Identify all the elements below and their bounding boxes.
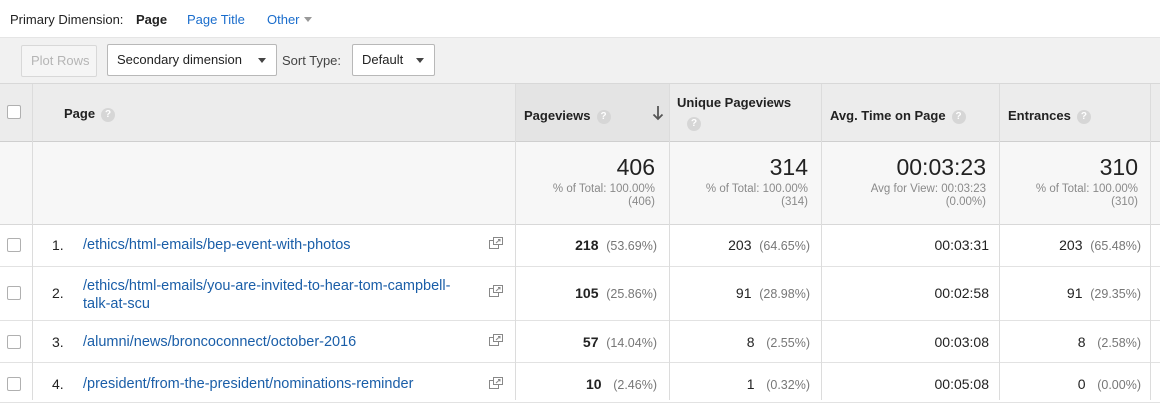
- chevron-down-icon: [258, 58, 266, 63]
- column-header-pageviews[interactable]: Pageviews?: [515, 84, 669, 141]
- column-divider: [669, 84, 670, 400]
- row-checkbox[interactable]: [7, 377, 21, 391]
- row-number: 1.: [52, 237, 64, 253]
- row-avg-time-on-page: 00:03:08: [934, 334, 990, 350]
- total-avg-time-percent: (0.00%): [945, 196, 986, 208]
- total-unique-pageviews-percent: % of Total: 100.00%: [705, 183, 808, 195]
- column-divider: [32, 84, 33, 400]
- chevron-down-icon: [416, 58, 424, 63]
- help-icon[interactable]: ?: [1076, 110, 1091, 124]
- open-external-link-icon[interactable]: [489, 237, 503, 249]
- column-pageviews-label: Pageviews: [524, 108, 591, 123]
- row-entrances: 8 (2.58%): [1077, 334, 1141, 350]
- column-header-entrances[interactable]: Entrances?: [999, 84, 1150, 141]
- row-page-line1: /alumni/news/broncoconnect/october-2016: [83, 334, 357, 350]
- row-unique-pageviews: 203 (64.65%): [728, 237, 810, 253]
- column-header-unique-pageviews[interactable]: Unique Pageviews ?: [669, 84, 821, 141]
- column-divider: [999, 84, 1000, 400]
- table-row: 4. /president/from-the-president/nominat…: [0, 363, 1160, 403]
- row-number: 4.: [52, 376, 64, 392]
- primary-dimension-label: Primary Dimension:: [10, 12, 124, 27]
- total-pageviews: 406: [616, 154, 655, 180]
- row-page-line1: /ethics/html-emails/you-are-invited-to-h…: [83, 278, 451, 294]
- row-checkbox[interactable]: [7, 286, 21, 300]
- row-page-line2: talk-at-scu: [83, 296, 150, 312]
- secondary-dimension-dropdown[interactable]: Secondary dimension: [107, 44, 277, 76]
- row-avg-time-on-page: 00:02:58: [934, 285, 990, 301]
- row-number: 2.: [52, 285, 64, 301]
- row-pageviews: 10 (2.46%): [585, 376, 657, 392]
- table-row: 3. /alumni/news/broncoconnect/october-20…: [0, 321, 1160, 363]
- help-icon[interactable]: ?: [951, 110, 966, 124]
- help-icon[interactable]: ?: [596, 110, 611, 124]
- table-row: 2. /ethics/html-emails/you-are-invited-t…: [0, 267, 1160, 321]
- open-external-link-icon[interactable]: [489, 334, 503, 346]
- row-checkbox[interactable]: [7, 335, 21, 349]
- column-header-overflow: [1150, 84, 1160, 141]
- column-header-page[interactable]: Page?: [32, 84, 515, 141]
- select-all-checkbox[interactable]: [7, 105, 21, 119]
- table-row: 1. /ethics/html-emails/bep-event-with-ph…: [0, 225, 1160, 267]
- row-avg-time-on-page: 00:03:31: [934, 237, 990, 253]
- help-icon[interactable]: ?: [101, 108, 116, 122]
- row-page-line1: /ethics/html-emails/bep-event-with-photo…: [83, 237, 351, 253]
- primary-dimension-page-title[interactable]: Page Title: [187, 12, 245, 27]
- row-entrances: 91 (29.35%): [1066, 285, 1141, 301]
- sort-type-dropdown[interactable]: Default: [352, 44, 435, 76]
- open-external-link-icon[interactable]: [489, 285, 503, 297]
- plot-rows-button[interactable]: Plot Rows: [21, 45, 97, 77]
- row-unique-pageviews: 1 (0.32%): [746, 376, 810, 392]
- row-page-link[interactable]: /president/from-the-president/nomination…: [83, 375, 413, 393]
- primary-dimension-bar: Primary Dimension: Page Page Title Other: [0, 0, 1160, 38]
- column-avg-time-label: Avg. Time on Page: [830, 108, 946, 123]
- primary-dimension-other-dropdown[interactable]: Other: [267, 12, 312, 27]
- row-unique-pageviews: 91 (28.98%): [735, 285, 810, 301]
- row-pageviews: 105 (25.86%): [575, 285, 657, 301]
- column-divider: [515, 84, 516, 400]
- totals-row: 406 % of Total: 100.00% (406) 314 % of T…: [0, 142, 1160, 225]
- row-avg-time-on-page: 00:05:08: [934, 376, 990, 392]
- total-pageviews-percent: % of Total: 100.00%: [552, 183, 655, 195]
- sort-type-value: Default: [362, 52, 404, 67]
- column-divider: [1150, 84, 1151, 400]
- help-icon[interactable]: ?: [687, 117, 701, 131]
- table-header: Page? Pageviews? Unique Pageviews ? Avg.…: [0, 84, 1160, 142]
- row-page-line1: /president/from-the-president/nomination…: [83, 376, 414, 392]
- column-unique-pageviews-label: Unique Pageviews: [677, 95, 792, 110]
- table-toolbar: Plot Rows Secondary dimension Sort Type:…: [0, 38, 1160, 84]
- total-entrances-percent: % of Total: 100.00%: [1035, 183, 1138, 195]
- row-checkbox[interactable]: [7, 238, 21, 252]
- row-page-link[interactable]: /ethics/html-emails/bep-event-with-photo…: [83, 236, 351, 254]
- sort-type-label: Sort Type:: [282, 53, 342, 68]
- sort-descending-arrow-icon[interactable]: [652, 105, 664, 121]
- row-number: 3.: [52, 334, 64, 350]
- open-external-link-icon[interactable]: [489, 377, 503, 389]
- total-unique-pageviews: 314: [769, 154, 808, 180]
- total-pageviews-count: (406): [628, 196, 655, 208]
- total-avg-time-on-page: 00:03:23: [896, 154, 986, 180]
- row-pageviews: 57 (14.04%): [582, 334, 657, 350]
- total-entrances-count: (310): [1111, 196, 1138, 208]
- column-header-avg-time-on-page[interactable]: Avg. Time on Page?: [821, 84, 999, 141]
- total-avg-time-view: Avg for View: 00:03:23: [870, 183, 986, 195]
- row-page-link[interactable]: /ethics/html-emails/you-are-invited-to-h…: [83, 277, 450, 313]
- row-entrances: 203 (65.48%): [1059, 237, 1141, 253]
- row-entrances: 0 (0.00%): [1077, 376, 1141, 392]
- total-entrances: 310: [1099, 154, 1138, 180]
- row-unique-pageviews: 8 (2.55%): [746, 334, 810, 350]
- primary-dimension-page[interactable]: Page: [136, 12, 168, 27]
- row-pageviews: 218 (53.69%): [575, 237, 657, 253]
- secondary-dimension-label: Secondary dimension: [117, 52, 243, 67]
- column-page-label: Page: [64, 106, 96, 121]
- column-entrances-label: Entrances: [1008, 108, 1071, 123]
- total-unique-pageviews-count: (314): [781, 196, 808, 208]
- column-divider: [821, 84, 822, 400]
- row-page-link[interactable]: /alumni/news/broncoconnect/october-2016: [83, 333, 356, 351]
